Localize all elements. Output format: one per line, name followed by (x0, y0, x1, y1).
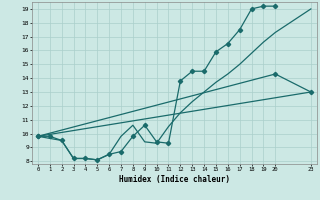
X-axis label: Humidex (Indice chaleur): Humidex (Indice chaleur) (119, 175, 230, 184)
